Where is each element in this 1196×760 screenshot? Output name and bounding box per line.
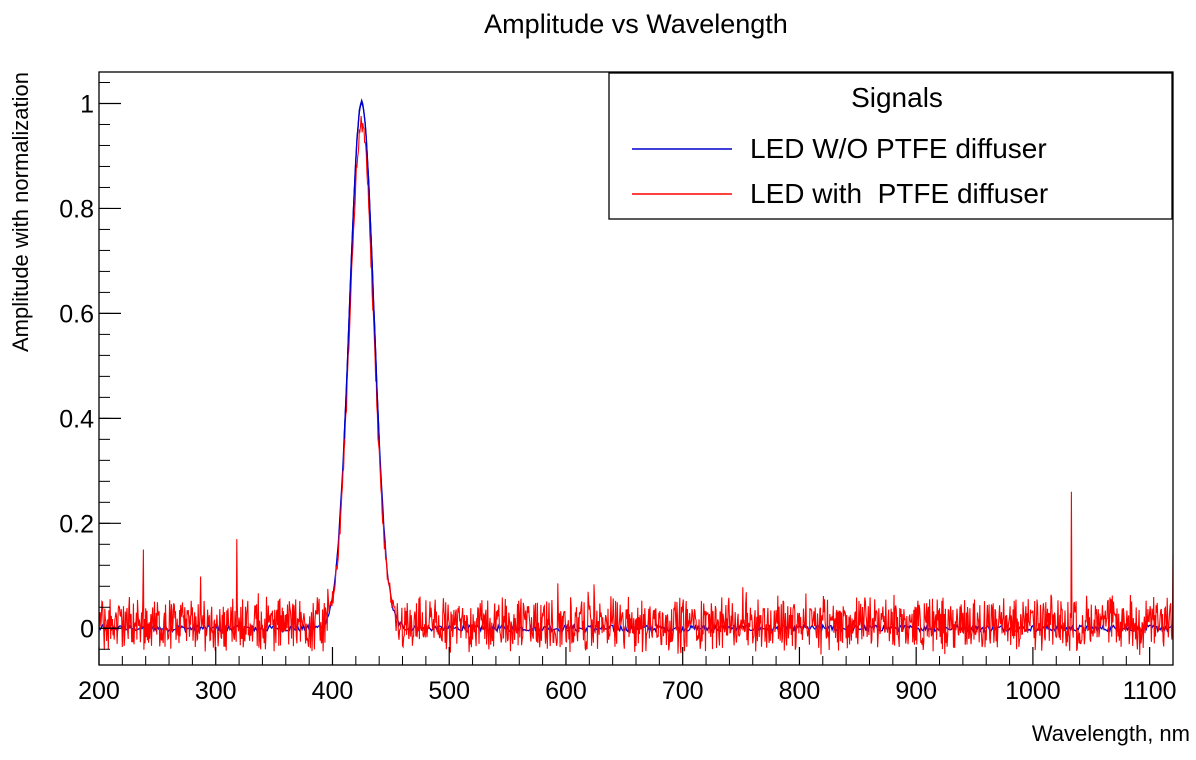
x-tick-label: 300 [195, 677, 237, 705]
series-line-led-with-ptfe [98, 116, 1174, 656]
x-tick-label: 400 [312, 677, 354, 705]
plot-frame [98, 71, 1174, 666]
x-tick-label: 600 [545, 677, 587, 705]
series-peak-led-without-ptfe [343, 102, 380, 440]
chart-title: Amplitude vs Wavelength [484, 9, 788, 39]
x-axis: 200 300 400 500 600 700 800 900 1000 1100 [78, 647, 1177, 705]
plot-area [98, 98, 1174, 656]
x-tick-label: 900 [895, 677, 937, 705]
x-tick-label: 700 [662, 677, 704, 705]
legend-entry-1: LED W/O PTFE diffuser [750, 133, 1047, 164]
y-axis-label: Amplitude with normalization [8, 72, 33, 352]
x-tick-label: 1000 [1005, 677, 1061, 705]
y-tick-label: 0 [80, 615, 94, 643]
x-tick-label: 200 [78, 677, 120, 705]
y-tick-label: 0.6 [59, 300, 94, 328]
y-tick-label: 0.2 [59, 510, 94, 538]
x-tick-label: 800 [779, 677, 821, 705]
y-tick-label: 0.8 [59, 195, 94, 223]
legend-title: Signals [851, 82, 943, 113]
legend-entry-2: LED with PTFE diffuser [750, 178, 1048, 209]
x-tick-label: 1100 [1123, 677, 1177, 705]
y-axis: 0 0.2 0.4 0.6 0.8 1 [59, 81, 121, 650]
y-tick-label: 0.4 [59, 405, 94, 433]
y-tick-label: 1 [80, 90, 94, 118]
x-tick-label: 500 [428, 677, 470, 705]
legend: Signals LED W/O PTFE diffuser LED with P… [608, 72, 1173, 220]
x-axis-label: Wavelength, nm [1032, 721, 1190, 746]
